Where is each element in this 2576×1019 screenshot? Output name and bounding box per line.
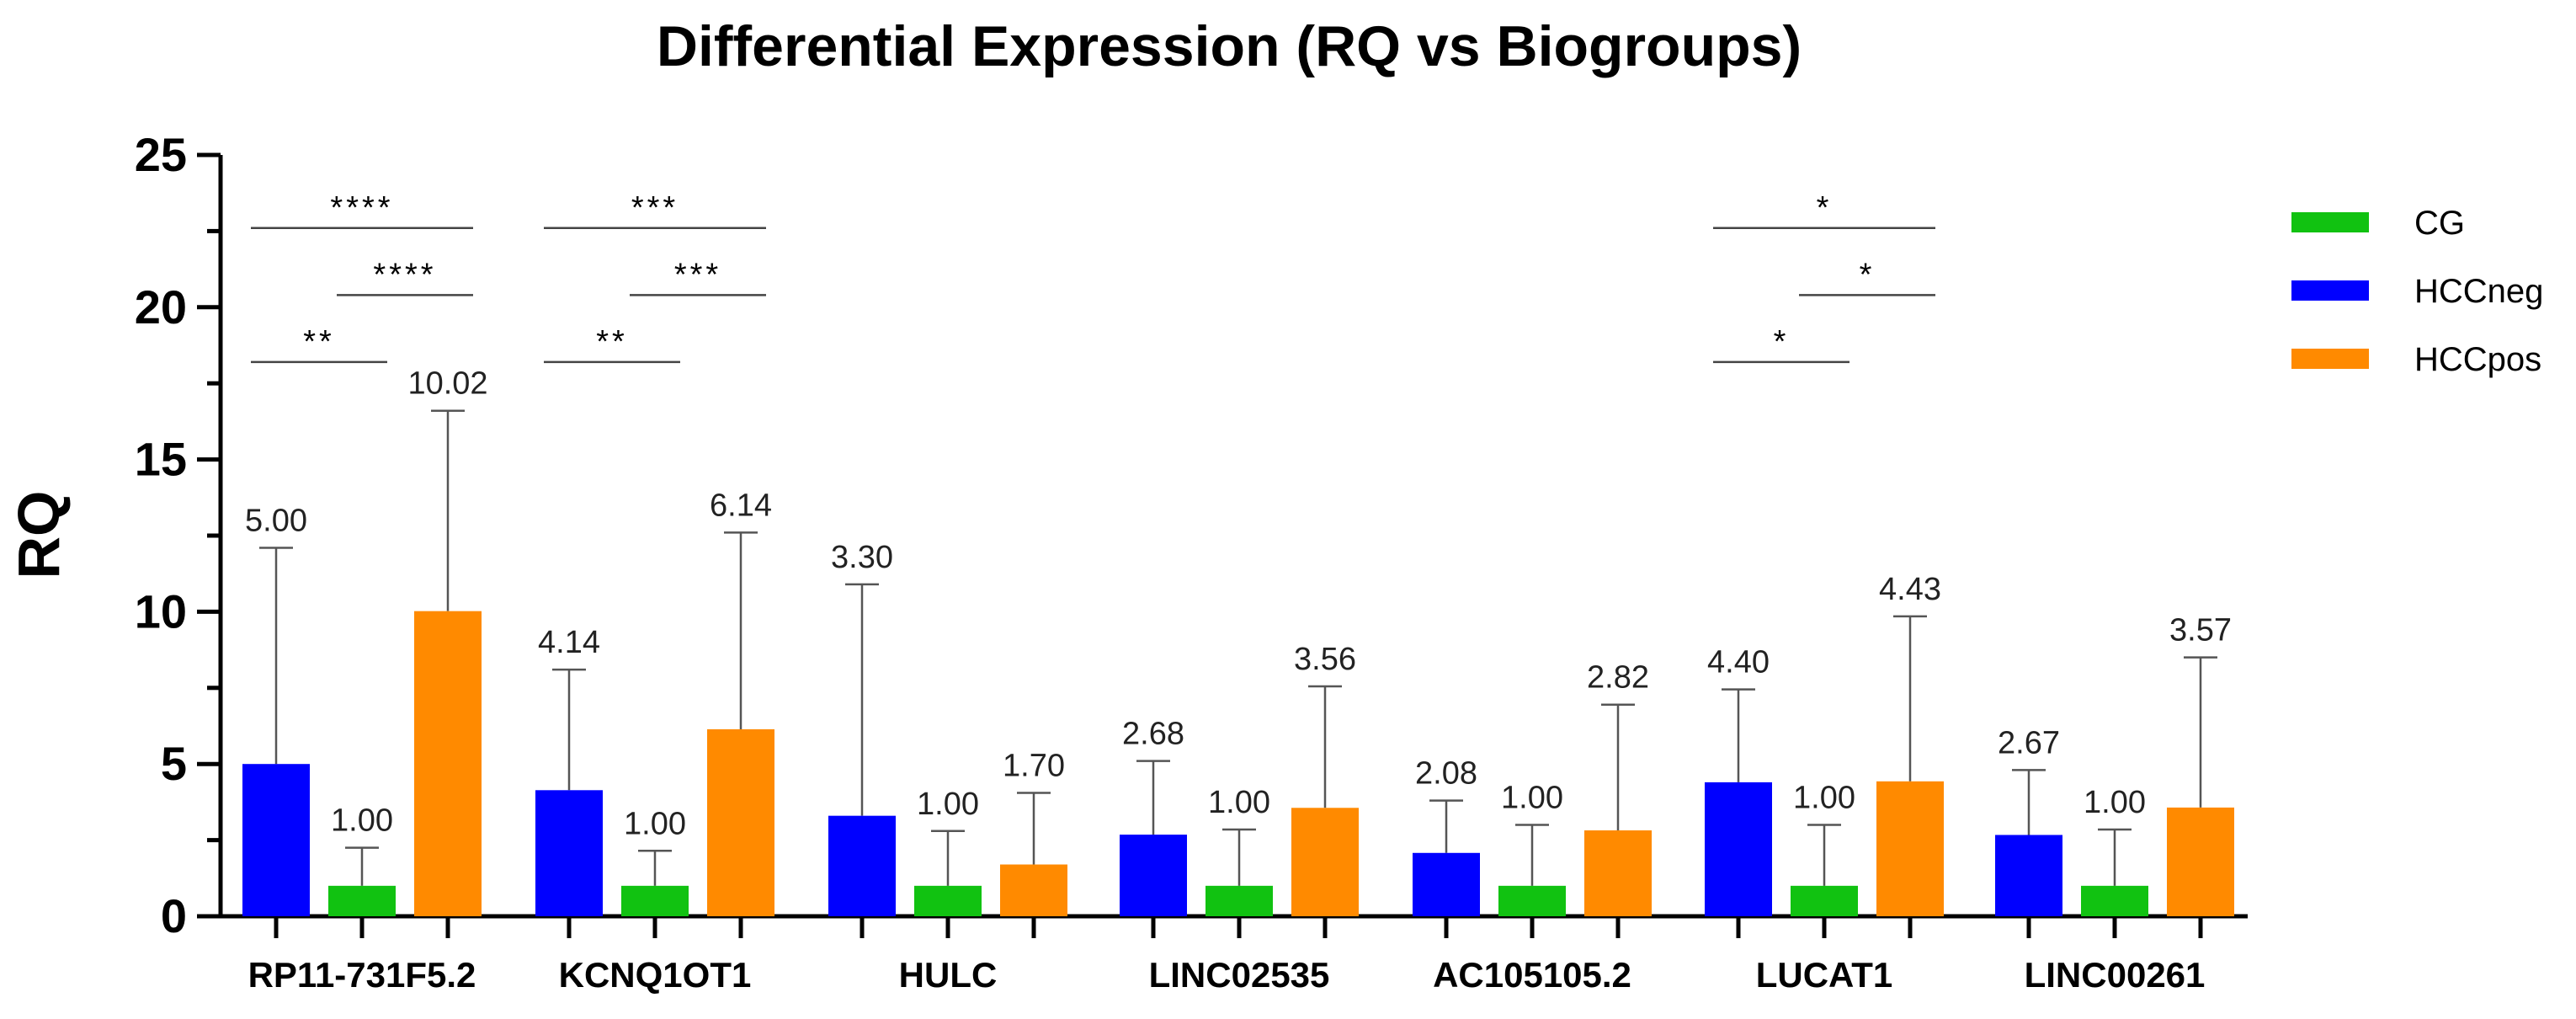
bar-hccpos	[1584, 830, 1652, 916]
bar-cg	[621, 885, 689, 916]
legend-label: HCCneg	[2414, 273, 2543, 310]
x-tick-label: AC105105.2	[1433, 955, 1631, 995]
y-tick-label: 0	[161, 889, 187, 942]
data-label: 1.00	[1501, 781, 1563, 816]
data-label: 3.30	[831, 540, 893, 575]
legend-label: CG	[2414, 205, 2465, 242]
bar-hccpos	[414, 611, 482, 916]
bar-hccpos	[2167, 807, 2234, 916]
y-tick-label: 20	[135, 280, 187, 333]
data-label: 2.68	[1122, 717, 1184, 752]
bar-cg	[328, 885, 396, 916]
bars-group: 5.00 1.00 10.02 RP11-731F5.2 4.14 1.00 6.14 KCN…	[242, 366, 2234, 995]
x-tick-label: LUCAT1	[1756, 955, 1893, 995]
significance-stars: *	[1817, 190, 1833, 226]
x-tick-label: LINC02535	[1149, 955, 1330, 995]
significance-stars: *	[1774, 324, 1790, 360]
legend-swatch-hccpos	[2291, 349, 2369, 369]
chart-title: Differential Expression (RQ vs Biogroups…	[657, 14, 1802, 78]
significance-stars: **	[303, 324, 335, 360]
y-tick-label: 5	[161, 737, 187, 790]
bar-hccpos	[1876, 781, 1944, 916]
data-label: 1.00	[917, 787, 979, 822]
significance-stars: ****	[330, 190, 393, 226]
data-label: 1.00	[331, 803, 393, 839]
y-axis-label: RQ	[6, 491, 72, 579]
bar-hccpos	[1000, 864, 1067, 916]
data-label: 1.00	[624, 806, 686, 841]
data-label: 2.08	[1415, 756, 1477, 792]
bar-hccneg	[535, 790, 603, 916]
data-label: 6.14	[710, 488, 772, 523]
data-label: 1.70	[1003, 749, 1065, 784]
y-tick-label: 25	[135, 128, 187, 181]
data-label: 1.00	[1208, 785, 1270, 820]
bar-hccneg	[1413, 852, 1480, 916]
data-label: 4.43	[1879, 572, 1941, 607]
bar-cg	[2081, 885, 2148, 916]
data-label: 2.82	[1587, 660, 1649, 696]
data-label: 3.57	[2169, 613, 2232, 648]
significance-stars: ***	[631, 190, 679, 226]
data-label: 4.14	[538, 625, 600, 660]
legend-swatch-hccneg	[2291, 280, 2369, 301]
data-label: 5.00	[245, 503, 307, 538]
data-label: 3.56	[1294, 642, 1356, 677]
bar-cg	[1498, 885, 1566, 916]
y-tick-label: 15	[135, 433, 187, 486]
x-tick-label: HULC	[899, 955, 998, 995]
data-label: 1.00	[1793, 781, 1855, 816]
bar-hccneg	[828, 815, 896, 916]
bar-hccneg	[1120, 835, 1187, 916]
significance-stars: *	[1860, 257, 1876, 292]
bar-cg	[1206, 885, 1273, 916]
bar-hccneg	[1995, 835, 2062, 916]
bar-hccpos	[1291, 808, 1359, 916]
x-tick-label: LINC00261	[2025, 955, 2206, 995]
legend: CG HCCneg HCCpos	[2291, 205, 2543, 378]
data-label: 1.00	[2084, 785, 2146, 820]
bar-cg	[914, 885, 982, 916]
significance-stars: **	[596, 324, 628, 360]
data-label: 4.40	[1707, 645, 1770, 680]
legend-label: HCCpos	[2414, 341, 2541, 378]
data-label: 10.02	[407, 366, 487, 402]
y-tick-label: 10	[135, 584, 187, 638]
data-label: 2.67	[1998, 725, 2060, 760]
bar-hccneg	[242, 764, 310, 916]
significance-stars: ***	[674, 257, 721, 292]
x-tick-label: RP11-731F5.2	[248, 955, 476, 995]
bar-hccpos	[707, 728, 774, 916]
bar-cg	[1791, 885, 1858, 916]
x-tick-label: KCNQ1OT1	[559, 955, 752, 995]
significance-annotations: *********************	[251, 190, 1935, 364]
legend-swatch-cg	[2291, 212, 2369, 232]
bar-hccneg	[1705, 782, 1772, 916]
significance-stars: ****	[373, 257, 436, 292]
